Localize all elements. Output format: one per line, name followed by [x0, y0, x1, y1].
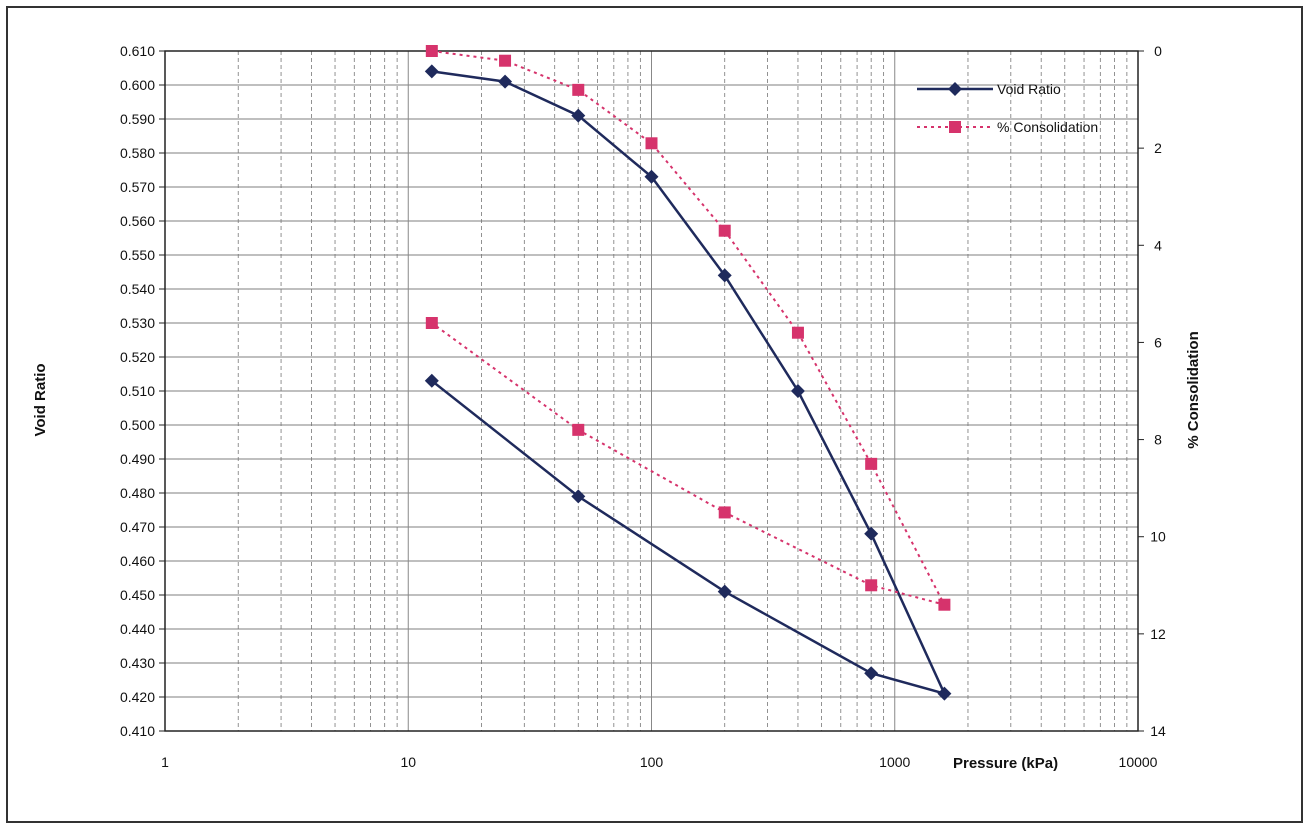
x-tick-label: 100: [640, 754, 664, 770]
y-tick-label: 0.590: [120, 111, 155, 127]
legend-consolidation-marker: [949, 121, 961, 133]
y-tick-label: 0.600: [120, 77, 155, 93]
legend: Void Ratio % Consolidation: [917, 81, 1098, 135]
void-ratio-point: [644, 169, 659, 184]
y2-tick-label: 4: [1154, 237, 1162, 253]
series-group: [424, 45, 952, 701]
void-ratio-point: [717, 268, 732, 283]
y2-axis-label: % Consolidation: [1185, 331, 1202, 449]
consolidation-point: [938, 598, 951, 611]
y-tick-label: 0.540: [120, 281, 155, 297]
y2-tick-labels: 0 2 4 6 8 10 12 14: [1138, 43, 1166, 739]
y-tick-label: 0.430: [120, 655, 155, 671]
legend-void-ratio-label: Void Ratio: [997, 81, 1061, 97]
y-tick-labels: 0.610 0.600 0.590 0.580 0.570 0.560 0.550 0.540…: [120, 43, 165, 739]
void-ratio-line: [431, 70, 947, 696]
consolidation-point: [572, 423, 585, 436]
consolidation-point: [425, 45, 438, 57]
x-tick-label: 1000: [879, 754, 910, 770]
x-axis-label: Pressure (kPa): [953, 755, 1058, 772]
y-tick-label: 0.410: [120, 723, 155, 739]
legend-void-ratio-marker: [948, 82, 962, 96]
y-tick-label: 0.610: [120, 43, 155, 59]
x-tick-labels: 1 10 100 1000 10000: [161, 754, 1158, 770]
void-ratio-point: [937, 686, 952, 701]
x-tick-label: 1: [161, 754, 169, 770]
y-tick-label: 0.420: [120, 689, 155, 705]
y2-tick-label: 0: [1154, 43, 1162, 59]
y-tick-label: 0.520: [120, 349, 155, 365]
y2-tick-label: 8: [1154, 432, 1162, 448]
void-ratio-point: [571, 489, 586, 504]
consolidation-point: [645, 137, 658, 150]
y-tick-label: 0.450: [120, 587, 155, 603]
consolidation-line: [431, 50, 947, 607]
void-ratio-point: [864, 526, 879, 541]
void-ratio-point: [424, 64, 439, 79]
y2-tick-label: 2: [1154, 140, 1162, 156]
x-tick-label: 10: [400, 754, 416, 770]
void-ratio-point: [498, 74, 513, 89]
consolidation-point: [718, 506, 731, 519]
y2-tick-label: 10: [1150, 529, 1166, 545]
consolidation-point: [791, 326, 804, 339]
grid: [165, 51, 1138, 731]
void-ratio-point: [864, 666, 879, 681]
y-tick-label: 0.460: [120, 553, 155, 569]
x-tick-label: 10000: [1119, 754, 1158, 770]
consolidation-point: [865, 579, 878, 592]
consolidation-point: [572, 83, 585, 96]
y-tick-label: 0.500: [120, 417, 155, 433]
void-ratio-point: [790, 384, 805, 398]
y2-tick-label: 12: [1150, 626, 1166, 642]
y-tick-label: 0.440: [120, 621, 155, 637]
y2-tick-label: 14: [1150, 723, 1166, 739]
y-tick-label: 0.480: [120, 485, 155, 501]
void-ratio-point: [571, 108, 586, 123]
consolidation-point: [499, 54, 512, 67]
y-tick-label: 0.490: [120, 451, 155, 467]
consolidation-point: [425, 317, 438, 329]
y-tick-label: 0.560: [120, 213, 155, 229]
y2-tick-label: 6: [1154, 334, 1162, 350]
y-tick-label: 0.580: [120, 145, 155, 161]
void-ratio-point: [424, 373, 439, 388]
consolidation-point: [718, 224, 731, 237]
y-tick-label: 0.550: [120, 247, 155, 263]
y-tick-label: 0.510: [120, 383, 155, 399]
y-tick-label: 0.570: [120, 179, 155, 195]
y-axis-label: Void Ratio: [32, 363, 49, 436]
consolidation-point: [865, 457, 878, 470]
void-ratio-point: [717, 584, 732, 599]
legend-consolidation-label: % Consolidation: [997, 119, 1098, 135]
y-tick-label: 0.530: [120, 315, 155, 331]
y-tick-label: 0.470: [120, 519, 155, 535]
